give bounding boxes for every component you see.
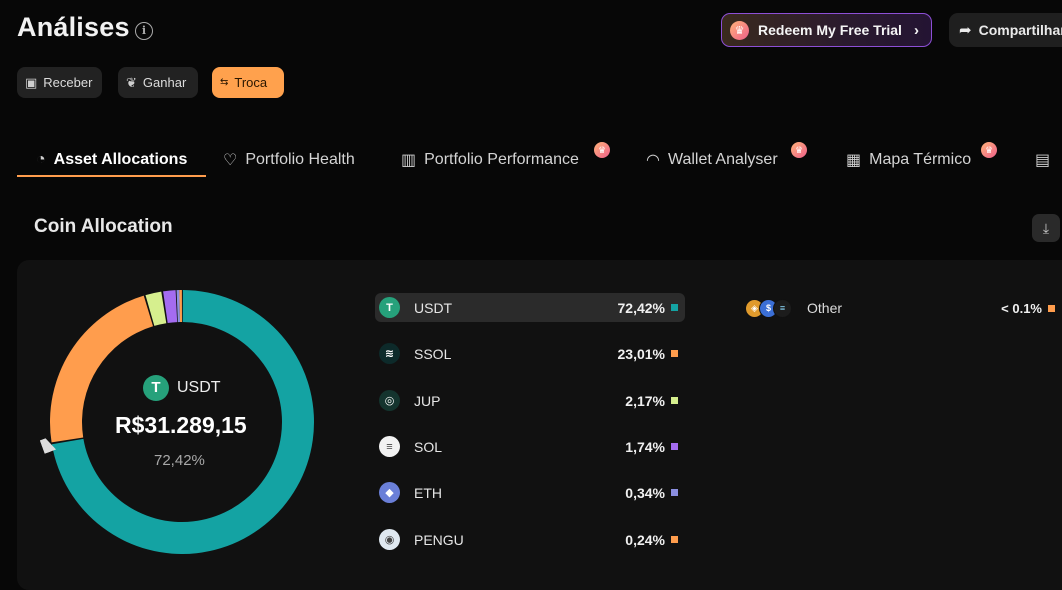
coin-pct: 23,01% [617,345,665,362]
section-title: Coin Allocation [34,216,173,237]
legend-swatch [671,304,678,311]
download-icon: ⤓ [1042,220,1050,236]
swap-icon: ⇆ [220,77,229,88]
other-coins-icon-stack: ◈ $ ≡ [745,298,792,318]
list-icon: ▤ [1035,152,1051,169]
coin-pct: 2,17% [625,392,665,409]
coin-row-ssol[interactable]: ≋ SSOL 23,01% [375,339,685,368]
info-icon[interactable]: i [135,22,153,40]
coin-pct: 0,34% [625,484,665,501]
eth-coin-icon: ◆ [379,482,400,503]
coin-pct: 0,24% [625,531,665,548]
coin-row-usdt[interactable]: T USDT 72,42% [375,293,685,322]
coin-allocation-donut[interactable] [50,290,314,554]
jup-coin-icon: ◎ [379,390,400,411]
donut-slice-pengu[interactable] [179,290,182,323]
legend-swatch [1048,304,1055,312]
grid-icon: ▦ [846,152,862,169]
legend-swatch [671,350,678,357]
legend-swatch [671,489,678,496]
page-title: Análises [17,12,130,42]
coin-name: JUP [414,392,441,409]
coin-pct: 72,42% [617,299,665,316]
share-button[interactable]: ➦ Compartilhar [949,13,1062,47]
donut-center-value: R$31.289,15 [115,412,247,438]
tab-label: Asset Allocations [53,151,188,168]
earn-label: Ganhar [142,75,187,90]
heartbeat-icon: ♡ [223,152,238,169]
legend-swatch [671,536,678,543]
coin-name: PENGU [414,531,464,548]
usdt-coin-icon: T [379,297,400,318]
donut-slice-jup[interactable] [145,291,167,326]
coin-name: Other [807,300,843,316]
tab-asset-allocations[interactable]: ◔ Asset Allocations [36,147,187,173]
pengu-coin-icon: ◉ [379,529,400,550]
crown-icon: ♛ [730,20,749,40]
swap-button[interactable]: ⇆ Troca [212,67,284,98]
legend-swatch [671,397,678,404]
ssol-coin-icon: ≋ [379,343,400,364]
coin-row-eth[interactable]: ◆ ETH 0,34% [375,478,685,507]
sol-coin-icon: ≡ [379,436,400,457]
donut-slice-eth[interactable] [176,290,180,323]
qr-icon: ▣ [25,74,38,90]
share-label: Compartilhar [978,22,1062,38]
premium-badge-icon: ♛ [594,142,610,158]
coin-row-other[interactable]: ◈ $ ≡ Other < 0.1% [745,295,1055,321]
coin-name: SOL [414,438,443,455]
earn-button[interactable]: ❦ Ganhar [118,67,198,98]
coin-mini-icon: ≡ [773,298,792,318]
sprout-icon: ❦ [126,74,137,90]
gauge-icon: ◠ [646,152,660,169]
tab-label: Wallet Analyser [667,151,778,168]
legend-swatch [671,443,678,450]
tab-label: Mapa Térmico [869,151,972,168]
coin-row-sol[interactable]: ≡ SOL 1,74% [375,432,685,461]
tab-wallet-analyser[interactable]: ◠ Wallet Analyser ♛ [646,142,807,173]
donut-center-name: USDT [177,379,221,396]
donut-slice-ssol[interactable] [50,295,154,443]
premium-badge-icon: ♛ [981,142,997,158]
donut-slice-other[interactable] [181,290,182,323]
premium-badge-icon: ♛ [791,142,807,158]
chevron-right-icon: › [914,21,919,39]
coin-pct: 1,74% [625,438,665,455]
receive-label: Receber [43,75,93,90]
swap-label: Troca [234,75,268,90]
donut-center-pct: 72,42% [154,452,205,469]
pie-icon: ◔ [36,151,46,168]
share-icon: ➦ [959,22,972,39]
receive-button[interactable]: ▣ Receber [17,67,102,98]
tab-portfolio-performance[interactable]: ▥ Portfolio Performance ♛ [401,142,610,173]
redeem-trial-label: Redeem My Free Trial [758,22,902,38]
download-button[interactable]: ⤓ [1032,214,1060,242]
coin-row-pengu[interactable]: ◉ PENGU 0,24% [375,525,685,554]
tab-portfolio-health[interactable]: ♡ Portfolio Health [223,147,355,173]
tab-label: Portfolio Health [245,151,355,168]
bar-chart-icon: ▥ [401,152,417,169]
coin-name: SSOL [414,345,452,362]
coin-row-jup[interactable]: ◎ JUP 2,17% [375,386,685,415]
tab-heat-map[interactable]: ▦ Mapa Térmico ♛ [846,142,997,173]
coin-pct: < 0.1% [1001,300,1042,316]
active-tab-indicator [17,175,206,177]
donut-slice-sol[interactable] [163,290,178,324]
coin-name: ETH [414,484,442,501]
redeem-trial-button[interactable]: ♛ Redeem My Free Trial › [721,13,932,47]
coin-name: USDT [414,299,453,316]
usdt-icon: T [143,375,169,401]
tab-more[interactable]: ▤ [1035,147,1058,173]
tab-label: Portfolio Performance [424,151,579,168]
